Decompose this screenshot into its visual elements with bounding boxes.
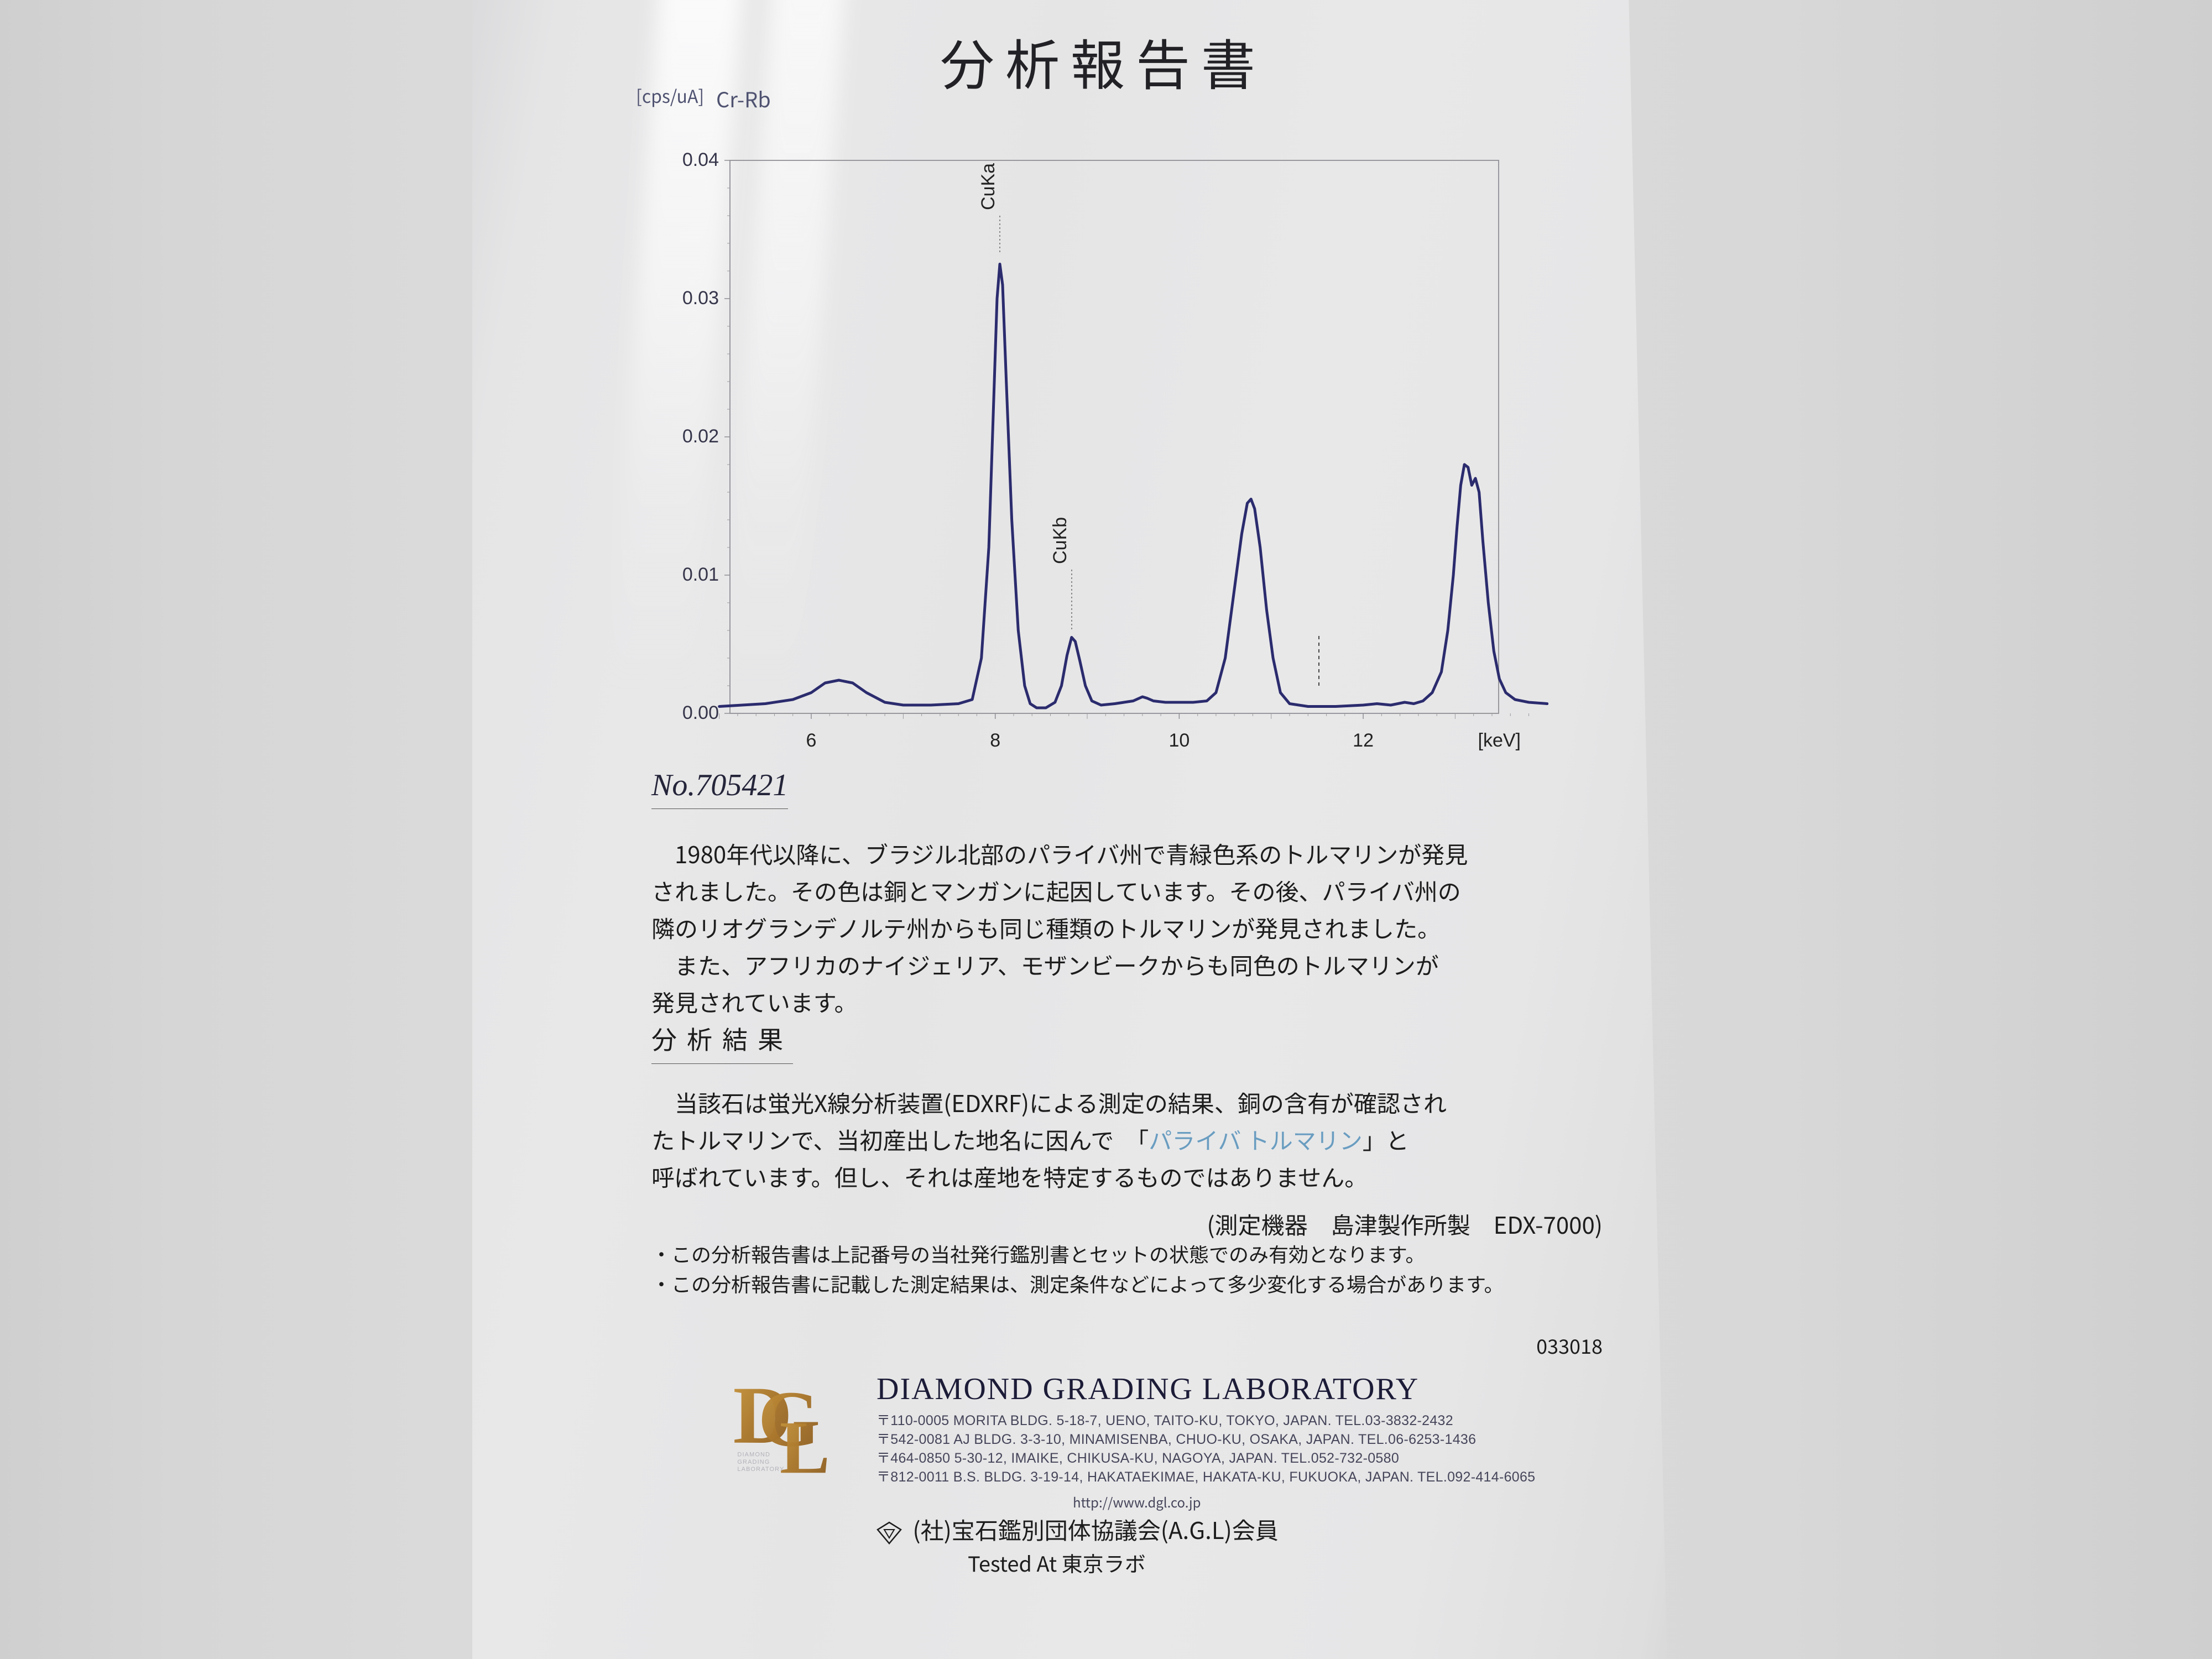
svg-text:0.02: 0.02 [682, 426, 719, 447]
svg-text:8: 8 [990, 730, 1000, 751]
svg-text:CuKa: CuKa [978, 163, 999, 210]
svg-text:DIAMOND: DIAMOND [737, 1452, 770, 1458]
svg-text:6: 6 [806, 730, 817, 751]
svg-text:0.04: 0.04 [682, 149, 719, 170]
svg-text:12: 12 [1353, 730, 1374, 751]
svg-text:LABORATORY: LABORATORY [737, 1466, 784, 1473]
svg-text:GRADING: GRADING [737, 1459, 770, 1465]
svg-text:10: 10 [1168, 730, 1190, 751]
svg-text:0.01: 0.01 [682, 564, 719, 585]
svg-text:0.00: 0.00 [682, 702, 719, 723]
svg-text:L: L [780, 1405, 830, 1479]
svg-text:[keV]: [keV] [1478, 730, 1521, 751]
svg-text:CuKb: CuKb [1050, 517, 1071, 564]
svg-text:0.03: 0.03 [682, 288, 719, 309]
